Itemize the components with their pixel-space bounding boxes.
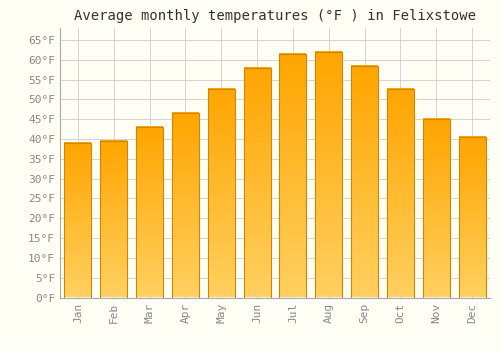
Bar (280, 54, 306, 298)
Bar (208, 90, 234, 298)
Bar (316, 52, 342, 298)
Bar (136, 127, 163, 298)
Bar (458, 137, 485, 298)
Bar (244, 68, 270, 298)
Bar (172, 113, 199, 297)
Bar (64, 143, 92, 298)
Bar (423, 119, 450, 298)
Bar (387, 90, 414, 298)
Bar (351, 66, 378, 297)
Title: Average monthly temperatures (°F ) in Felixstowe: Average monthly temperatures (°F ) in Fe… (74, 9, 476, 23)
Bar (100, 141, 127, 298)
